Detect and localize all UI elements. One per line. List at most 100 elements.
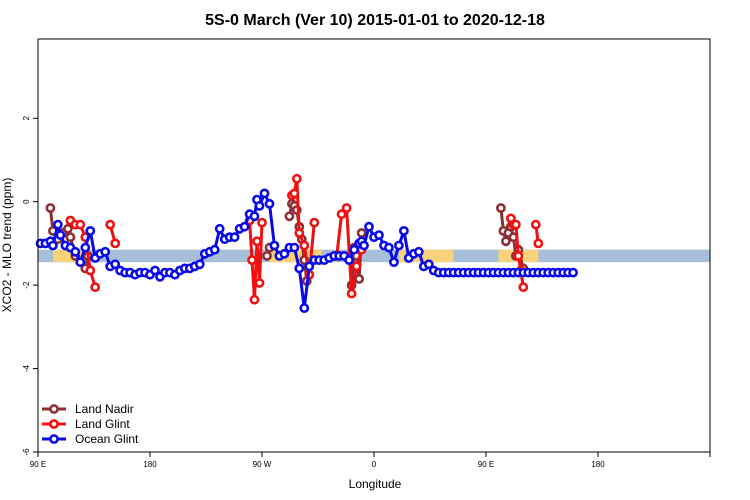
data-point (262, 250, 272, 261)
data-point (85, 265, 96, 276)
data-point (289, 188, 300, 199)
data-point (65, 232, 76, 243)
data-point (110, 238, 121, 249)
data-point (359, 240, 369, 251)
data-point (269, 240, 280, 251)
x-tick-label: 0 (372, 460, 377, 469)
data-point (398, 225, 409, 236)
data-point (110, 259, 121, 270)
data-point (264, 198, 275, 209)
y-axis: -6 -4 -2 0 2 (22, 115, 38, 456)
data-point (513, 250, 524, 261)
data-point (229, 232, 240, 243)
y-tick-label: -2 (22, 281, 31, 289)
y-axis-title: XCO2 - MLO trend (ppm) (0, 178, 14, 313)
data-point (374, 230, 384, 240)
data-point (249, 294, 260, 305)
y-tick-label: 2 (22, 115, 31, 120)
data-point (294, 263, 305, 274)
data-point (70, 246, 81, 257)
data-point (247, 255, 257, 265)
data-point (194, 259, 205, 270)
x-tick-label: 180 (591, 460, 605, 469)
data-point (100, 246, 111, 257)
data-point (351, 261, 362, 272)
data-point (48, 240, 58, 251)
data-point (80, 242, 91, 253)
data-point (346, 288, 357, 299)
data-point (291, 173, 302, 184)
data-point (383, 242, 394, 253)
data-point (309, 217, 320, 228)
bands-layer (38, 249, 710, 263)
data-point (90, 282, 101, 293)
plot-frame (37, 38, 711, 453)
data-point (85, 225, 96, 236)
chart-title: 5S-0 March (Ver 10) 2015-01-01 to 2020-1… (205, 12, 545, 29)
data-point (279, 248, 290, 259)
data-point (388, 257, 399, 268)
data-point (530, 219, 541, 230)
data-point (299, 240, 310, 251)
legend-entry: Land Glint (42, 417, 130, 431)
data-point (257, 217, 267, 228)
data-point (364, 221, 374, 232)
data-point (55, 230, 66, 240)
data-point (254, 200, 265, 211)
data-point (341, 203, 352, 213)
series-layer (35, 173, 578, 313)
x-axis: 90 E 180 90 W 0 90 E 180 (30, 452, 711, 469)
series-line (248, 220, 264, 302)
y-tick-label: -4 (22, 364, 31, 372)
data-point (239, 221, 250, 232)
data-point (344, 255, 354, 265)
data-point (294, 228, 305, 238)
data-point (299, 303, 310, 313)
data-point (53, 219, 63, 230)
data-point (75, 257, 86, 268)
data-point (289, 242, 300, 253)
data-point (249, 211, 260, 222)
x-tick-label: 90 E (478, 460, 494, 469)
data-point (500, 236, 511, 247)
legend-label: Land Glint (75, 417, 130, 431)
data-point (45, 203, 56, 213)
data-point (423, 259, 434, 270)
data-point (349, 244, 359, 255)
x-tick-label: 90 W (253, 460, 272, 469)
x-tick-label: 90 E (30, 460, 46, 469)
legend-label: Ocean Glint (75, 432, 139, 446)
legend-label: Land Nadir (75, 402, 134, 416)
reference-band (38, 249, 710, 263)
data-point (354, 273, 364, 284)
data-point (75, 219, 86, 230)
data-point (63, 223, 73, 234)
data-point (511, 219, 521, 230)
x-tick-label: 180 (143, 460, 157, 469)
data-point (413, 246, 424, 257)
data-point (214, 223, 225, 234)
series-ocean-glint (35, 188, 578, 313)
x-axis-title: Longitude (349, 477, 402, 491)
data-point (533, 238, 544, 249)
data-point (304, 261, 315, 272)
legend-marker (49, 404, 59, 414)
data-point (209, 244, 220, 255)
data-point (356, 228, 367, 238)
data-point (336, 209, 347, 220)
data-point (150, 265, 160, 276)
legend-marker (49, 434, 59, 444)
data-point (568, 267, 578, 278)
data-point (254, 278, 265, 288)
legend-marker (49, 419, 59, 429)
data-point (252, 236, 262, 247)
legend-entry: Ocean Glint (42, 432, 139, 446)
y-tick-label: 0 (22, 199, 31, 204)
data-point (393, 240, 404, 251)
data-point (518, 282, 529, 293)
data-point (105, 219, 116, 230)
data-point (259, 188, 270, 199)
data-point (284, 211, 295, 222)
